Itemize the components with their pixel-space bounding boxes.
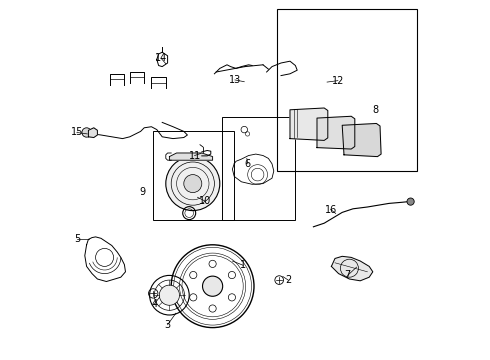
Polygon shape [331, 256, 373, 281]
Text: 12: 12 [332, 76, 344, 86]
Circle shape [166, 157, 220, 211]
Circle shape [202, 276, 222, 296]
Polygon shape [317, 116, 355, 149]
Text: 16: 16 [324, 204, 337, 215]
Text: 15: 15 [71, 127, 83, 138]
Bar [221, 117, 295, 220]
Polygon shape [170, 153, 213, 160]
Polygon shape [342, 123, 381, 157]
Text: 11: 11 [189, 150, 201, 161]
Text: 8: 8 [372, 105, 378, 115]
Circle shape [184, 175, 202, 193]
Circle shape [159, 285, 179, 305]
Text: 9: 9 [139, 186, 146, 197]
Text: 1: 1 [240, 260, 246, 270]
Bar [277, 9, 417, 171]
Circle shape [407, 198, 414, 205]
Text: 4: 4 [151, 299, 157, 309]
Text: 6: 6 [245, 159, 251, 169]
Text: 7: 7 [344, 270, 351, 280]
Bar [153, 131, 234, 220]
Text: 10: 10 [198, 196, 211, 206]
Polygon shape [88, 128, 98, 138]
Text: 3: 3 [165, 320, 171, 330]
Text: 14: 14 [155, 53, 167, 63]
Text: 2: 2 [285, 275, 292, 285]
Polygon shape [290, 108, 328, 140]
Text: 5: 5 [74, 234, 80, 244]
Circle shape [82, 128, 91, 137]
Text: 13: 13 [229, 75, 241, 85]
